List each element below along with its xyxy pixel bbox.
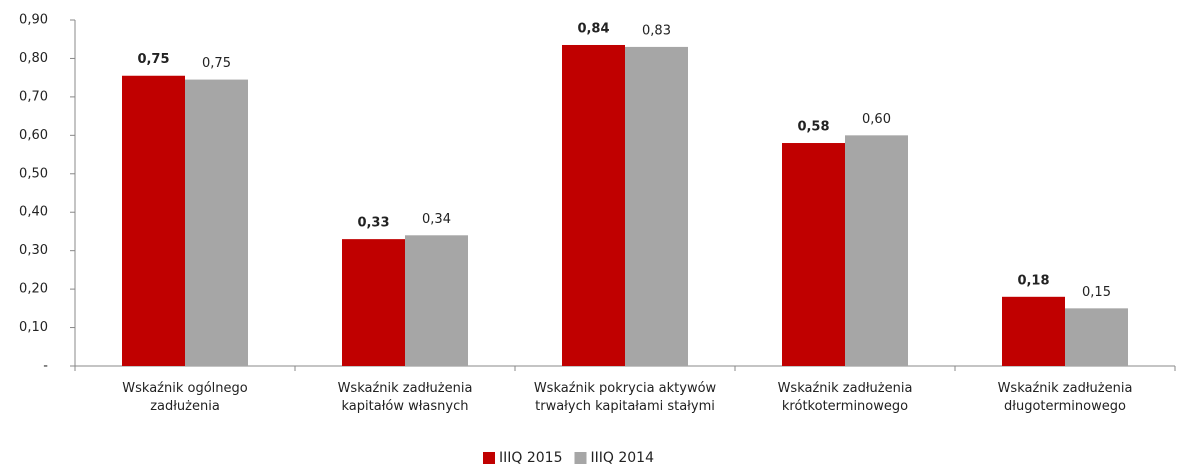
x-tick-label: Wskaźnik zadłużenia kapitałów własnych xyxy=(338,381,473,414)
legend-swatch xyxy=(574,452,587,464)
y-tick-label: 0,50 xyxy=(19,166,48,181)
value-label: 0,34 xyxy=(422,212,451,227)
legend-label: IIIQ 2015 xyxy=(499,450,563,466)
bar xyxy=(405,235,468,366)
bar xyxy=(1065,308,1128,366)
y-tick-label: 0,20 xyxy=(19,282,48,297)
value-label: 0,75 xyxy=(137,52,169,67)
x-tick-label: Wskaźnik pokrycia aktywów trwałych kapita… xyxy=(534,381,717,414)
value-label: 0,84 xyxy=(577,21,609,36)
value-label: 0,75 xyxy=(202,56,231,71)
bar xyxy=(185,79,248,366)
bar xyxy=(1002,296,1065,366)
y-tick-label: 0,40 xyxy=(19,205,48,220)
x-tick-label: Wskaźnik ogólnego zadłużenia xyxy=(122,381,247,414)
y-tick-label: 0,60 xyxy=(19,128,48,143)
bar xyxy=(845,135,908,366)
y-tick-label: - xyxy=(43,359,48,374)
y-tick-label: 0,80 xyxy=(19,51,48,66)
value-label: 0,33 xyxy=(357,216,389,231)
bar xyxy=(122,75,185,366)
value-label: 0,60 xyxy=(862,112,891,127)
y-tick-label: 0,90 xyxy=(19,13,48,28)
y-tick-label: 0,30 xyxy=(19,243,48,258)
x-tick-label: Wskaźnik zadłużenia krótkoterminowego xyxy=(778,381,913,414)
x-tick-label: Wskaźnik zadłużenia długoterminowego xyxy=(998,381,1133,414)
bar xyxy=(562,44,625,366)
bar xyxy=(342,239,405,366)
value-label: 0,58 xyxy=(797,120,829,135)
legend-swatch xyxy=(483,452,495,464)
bar xyxy=(782,143,845,366)
bar xyxy=(625,46,688,367)
value-label: 0,83 xyxy=(642,23,671,38)
value-label: 0,15 xyxy=(1082,285,1111,300)
y-tick-label: 0,10 xyxy=(19,320,48,335)
y-tick-label: 0,70 xyxy=(19,89,48,104)
value-label: 0,18 xyxy=(1017,273,1049,288)
legend-label: IIIQ 2014 xyxy=(591,450,655,466)
